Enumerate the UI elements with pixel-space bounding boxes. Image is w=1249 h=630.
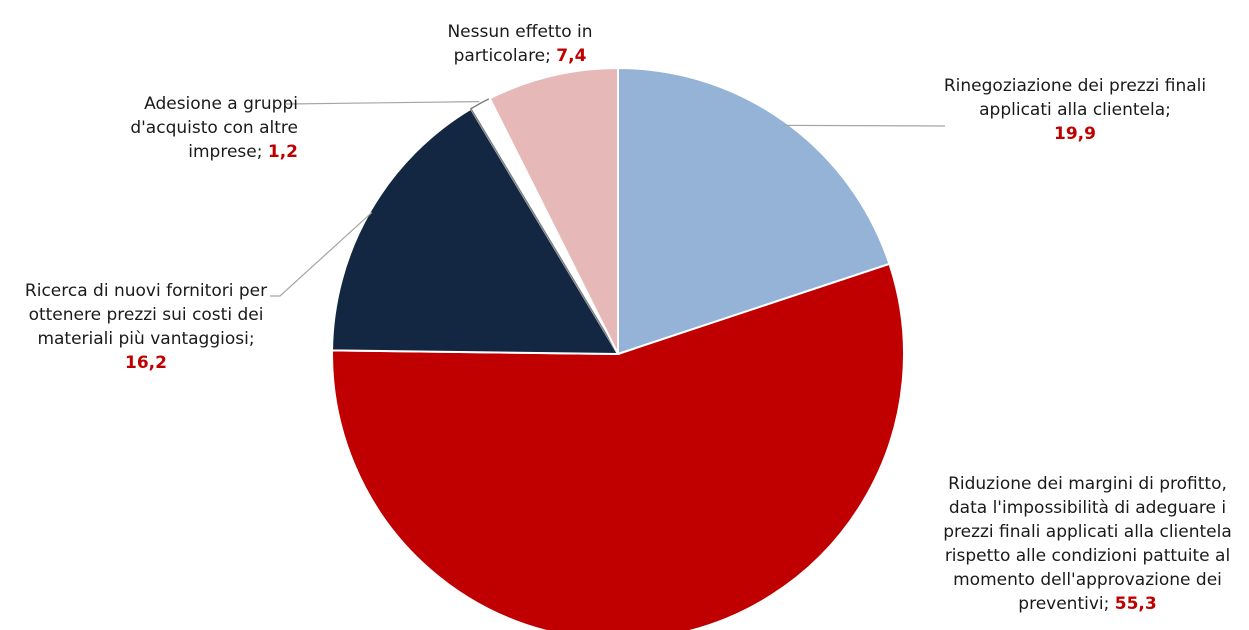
pie-slices [331, 66, 905, 630]
leader-line [285, 101, 480, 105]
slice-value: 1,2 [267, 142, 298, 162]
pie-slice [331, 107, 620, 356]
slice-label-text: Riduzione dei margini di profitto, data … [943, 474, 1232, 614]
slice-label-rinegoziazione: Rinegoziazione dei prezzi finali applica… [930, 74, 1220, 146]
leader-line [270, 212, 373, 297]
leader-line [783, 124, 946, 127]
slice-value: 19,9 [1054, 124, 1096, 144]
slice-value: 16,2 [125, 353, 167, 373]
slice-label-nessun-effetto: Nessun effetto in particolare; 7,4 [430, 20, 610, 68]
slice-label-text: Rinegoziazione dei prezzi finali applica… [943, 76, 1207, 120]
slice-value: 55,3 [1114, 594, 1157, 614]
pie-slice [488, 66, 619, 355]
slice-label-gruppi-acquisto: Adesione a gruppi d'acquisto con altre i… [98, 92, 298, 164]
slice-label-text: Adesione a gruppi d'acquisto con altre i… [130, 94, 298, 162]
slice-value: 7,4 [556, 46, 587, 66]
leader-lines [270, 101, 946, 297]
pie-slice [331, 262, 905, 630]
pie-slice [617, 66, 891, 356]
slice-label-nuovi-fornitori: Ricerca di nuovi fornitori per ottenere … [0, 279, 292, 375]
slice-label-text: Nessun effetto in particolare; [447, 22, 593, 66]
slice-label-text: Ricerca di nuovi fornitori per ottenere … [24, 281, 268, 349]
slice-label-riduzione-margini: Riduzione dei margini di profitto, data … [930, 472, 1245, 616]
